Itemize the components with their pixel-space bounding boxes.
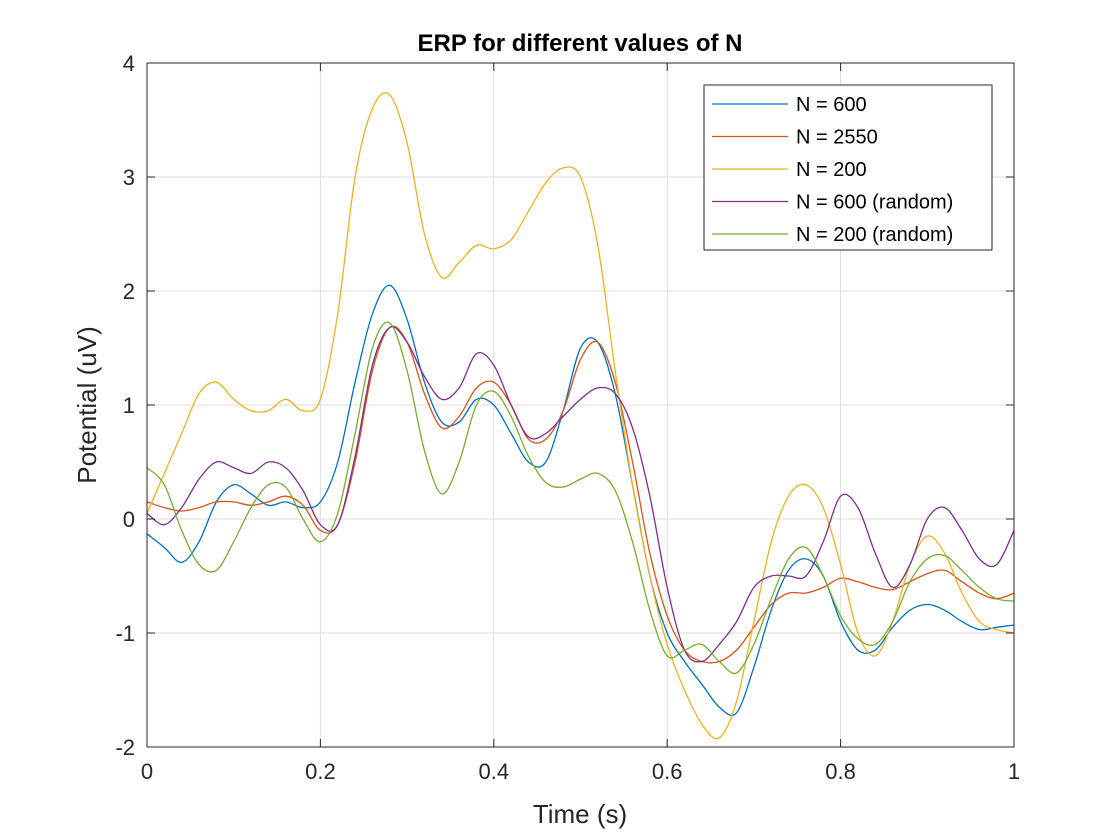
- series-lines: [146, 92, 1015, 740]
- series-line-1: [146, 284, 1015, 717]
- y-tick-label: 1: [123, 393, 135, 418]
- y-tick-label: 4: [123, 51, 135, 76]
- x-tick-label: 0.6: [652, 759, 683, 784]
- x-tick-label: 0.2: [305, 759, 336, 784]
- y-axis-label: Potential (uV): [72, 326, 102, 484]
- legend-label-2: N = 2550: [796, 127, 878, 149]
- x-tick-label: 1: [1008, 759, 1020, 784]
- series-line-2: [146, 325, 1015, 664]
- series-line-5: [146, 321, 1015, 675]
- chart-title: ERP for different values of N: [418, 30, 743, 57]
- legend-label-4: N = 600 (random): [796, 192, 953, 214]
- y-tick-label: 0: [123, 507, 135, 532]
- y-tick-label: 2: [123, 279, 135, 304]
- legend-box: [703, 84, 993, 251]
- x-axis-label: Time (s): [533, 799, 627, 829]
- x-tick-label: 0: [141, 759, 153, 784]
- y-tick-label: -2: [115, 735, 135, 760]
- legend-label-3: N = 200: [796, 159, 867, 181]
- x-tick-label: 0.4: [479, 759, 510, 784]
- legend-label-5: N = 200 (random): [796, 224, 953, 246]
- y-tick-label: -1: [115, 621, 135, 646]
- series-line-4: [146, 326, 1015, 663]
- legend-label-1: N = 600: [796, 94, 867, 116]
- legend: N = 600 N = 2550 N = 200 N = 600 (random) N …: [703, 84, 993, 251]
- y-tick-label: 3: [123, 165, 135, 190]
- axis-ticks: 0 0.2 0.4 0.6 0.8 1 -2 -1 0 1 2 3 4: [115, 51, 1020, 784]
- x-tick-label: 0.8: [825, 759, 856, 784]
